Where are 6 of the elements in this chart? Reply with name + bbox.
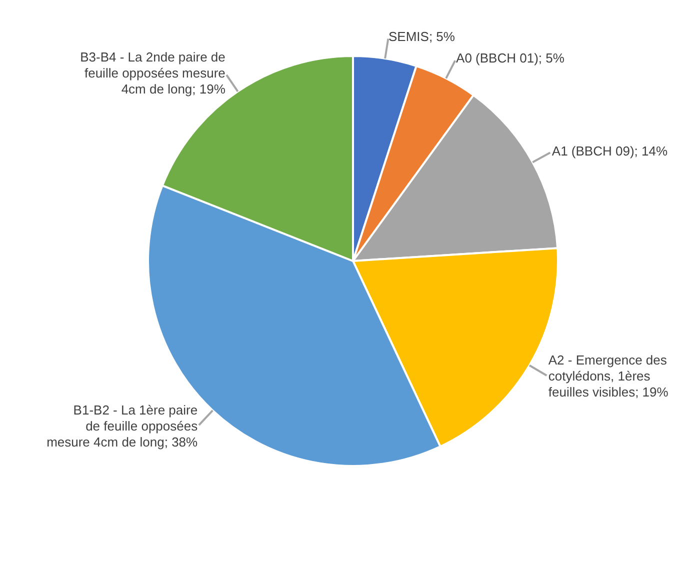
slice-label: A2 - Emergence des cotylédons, 1ères feuilles visibles; 19% [548, 352, 669, 400]
slice-label: A1 (BBCH 09); 14% [552, 144, 668, 159]
slice-label: A0 (BBCH 01); 5% [456, 50, 565, 66]
slice-label: B1-B2 - La 1ère paire de feuille opposées mesure 4cm de long; 38% [46, 402, 198, 450]
slice-label: SEMIS; 5% [388, 28, 456, 44]
slice-label: B3-B4 - La 2nde paire de feuille opposées mesure 4cm de long; 19% [80, 49, 226, 96]
